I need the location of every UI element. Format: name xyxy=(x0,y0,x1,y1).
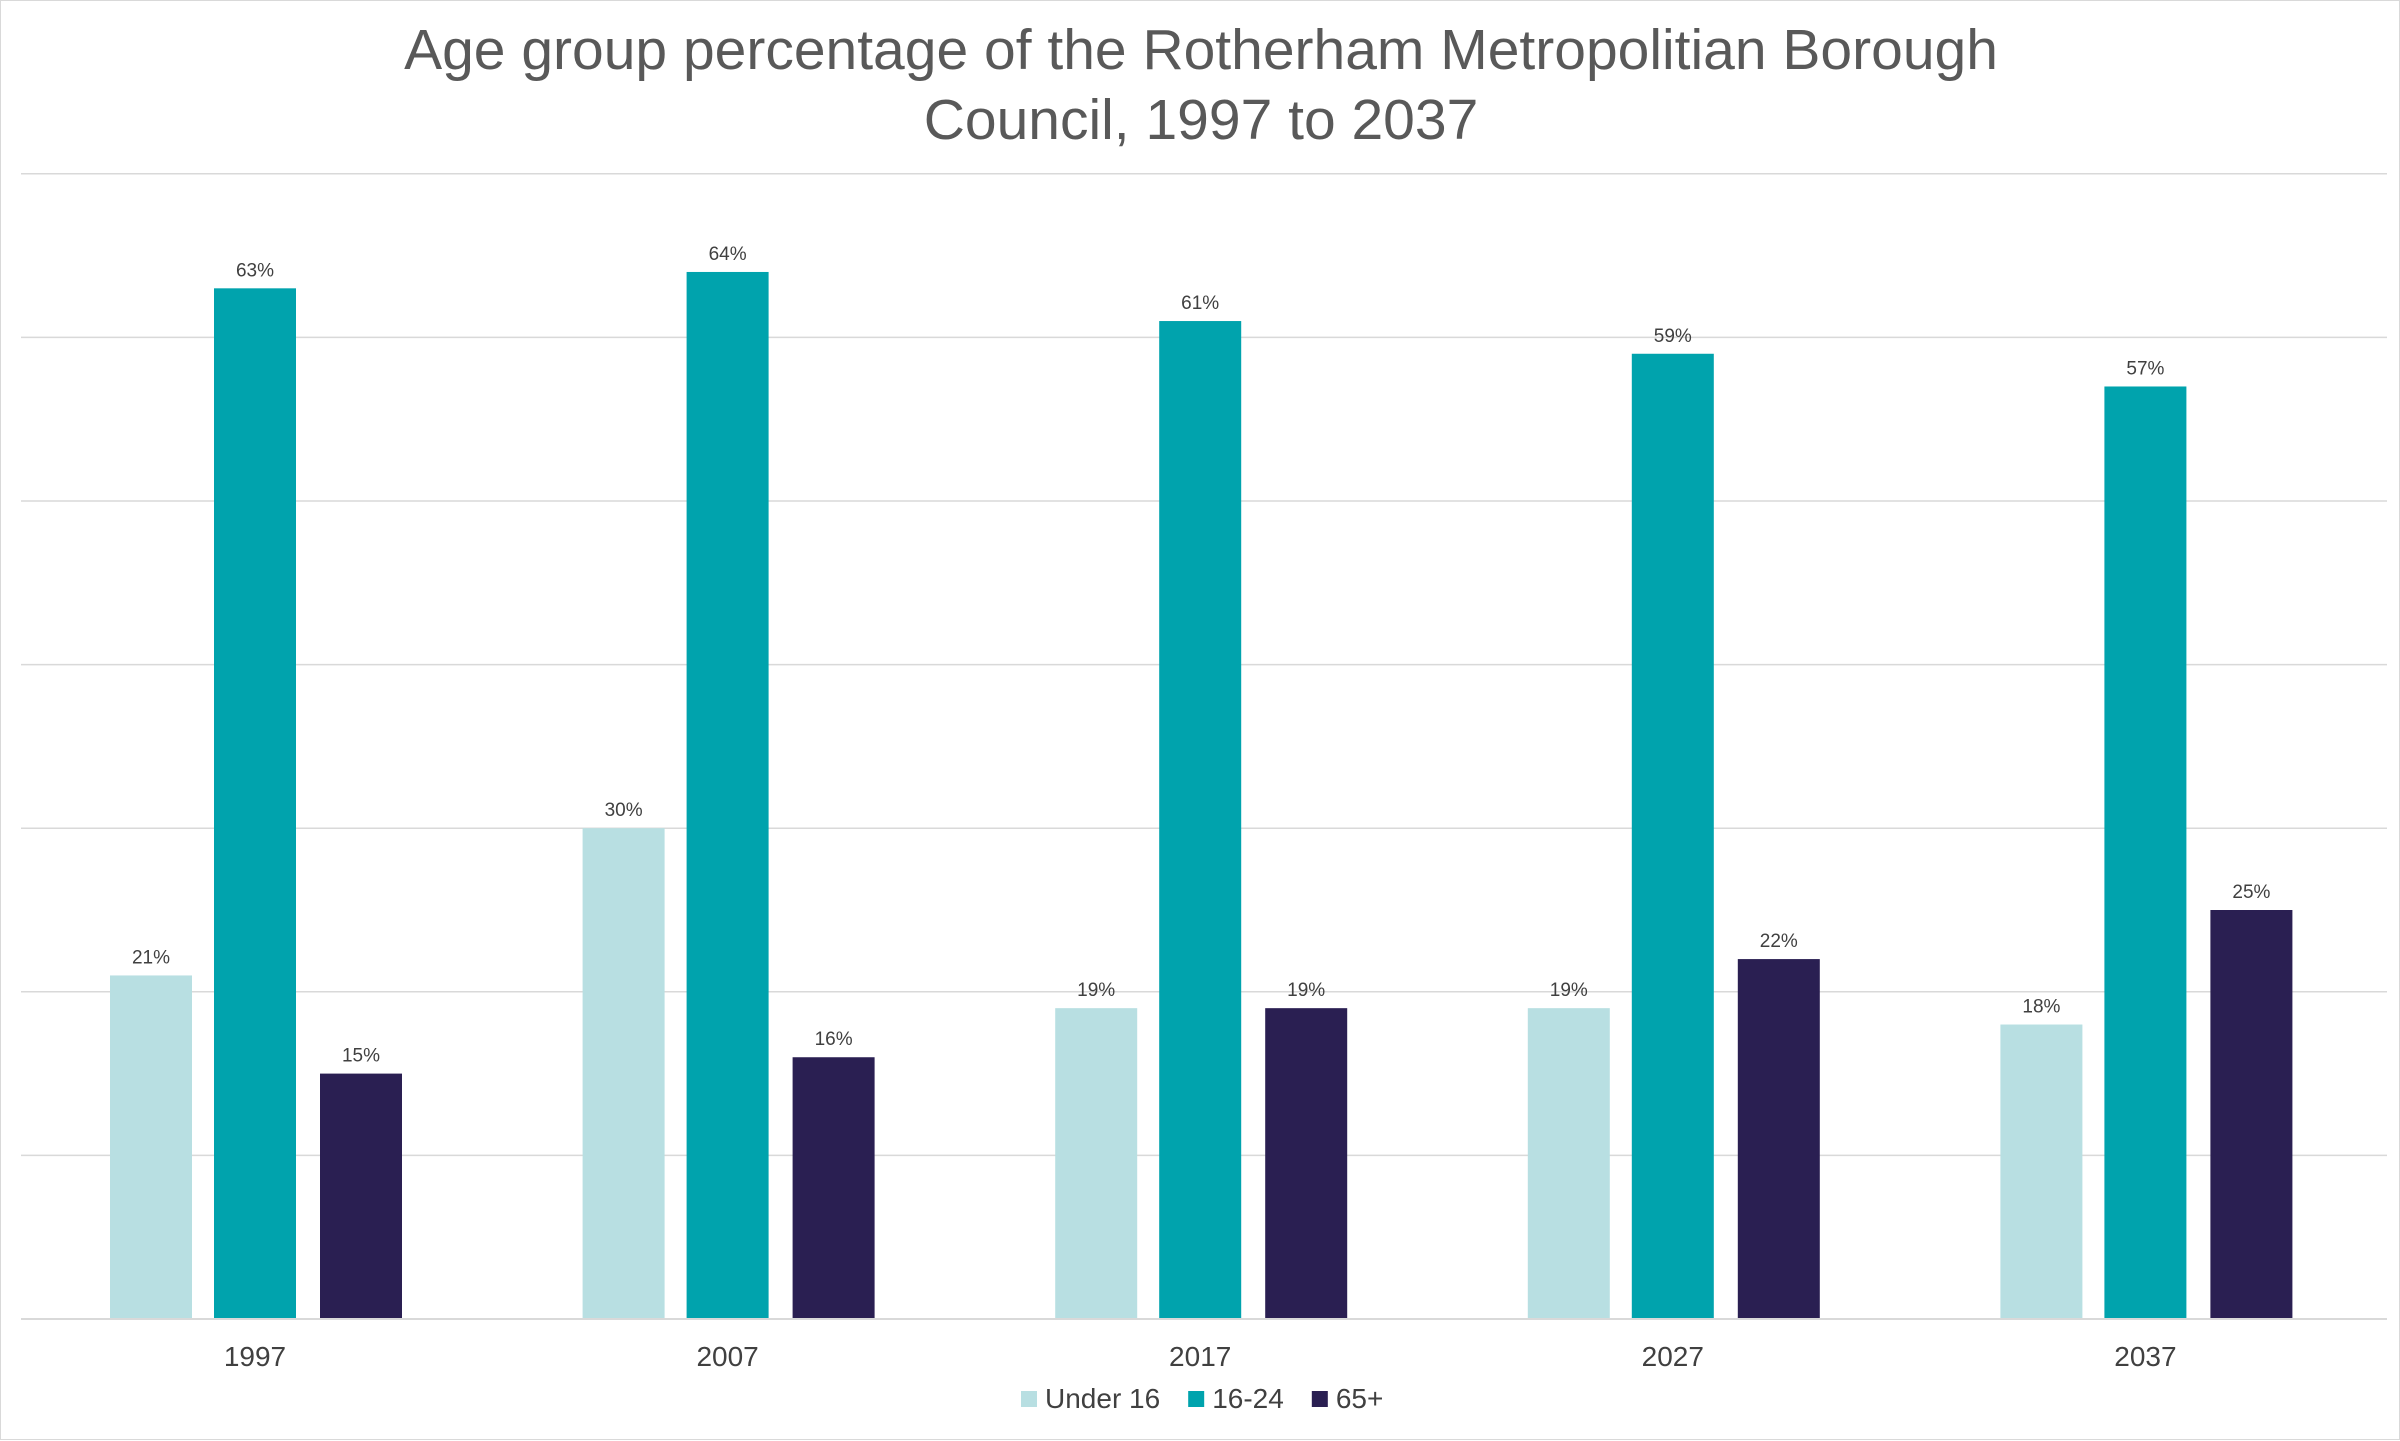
data-label: 25% xyxy=(2232,882,2270,903)
bar-65--2007 xyxy=(792,1057,875,1319)
bar-65--2037 xyxy=(2210,910,2293,1319)
chart-title-line-2: Council, 1997 to 2037 xyxy=(923,88,1479,152)
legend-label: 16-24 xyxy=(1212,1383,1284,1414)
x-tick-label: 2007 xyxy=(696,1341,758,1372)
bar-16-24-2027 xyxy=(1631,353,1714,1319)
legend-swatch xyxy=(1311,1391,1328,1407)
data-label: 61% xyxy=(1181,293,1219,314)
legend-swatch xyxy=(1021,1391,1037,1407)
bar-16-24-1997 xyxy=(214,288,296,1319)
data-label: 64% xyxy=(709,244,747,265)
data-label: 63% xyxy=(236,260,274,281)
data-label: 18% xyxy=(2022,997,2060,1018)
data-label: 19% xyxy=(1550,980,1588,1001)
legend-label: Under 16 xyxy=(1045,1383,1160,1414)
x-tick-label: 1997 xyxy=(224,1341,286,1372)
bar-16-24-2017 xyxy=(1159,321,1242,1319)
bar-65--2017 xyxy=(1265,1008,1348,1319)
data-label: 57% xyxy=(2126,358,2164,379)
bar-65--2027 xyxy=(1737,959,1820,1319)
bar-under-16-1997 xyxy=(110,975,192,1319)
chart-title-line-1: Age group percentage of the Rotherham Me… xyxy=(404,18,1998,82)
data-label: 19% xyxy=(1287,980,1325,1001)
legend: Under 16 16-24 65+ xyxy=(1021,1383,1383,1414)
data-label: 22% xyxy=(1760,931,1798,952)
data-label: 19% xyxy=(1077,980,1115,1001)
x-tick-label: 2037 xyxy=(2114,1341,2176,1372)
legend-label: 65+ xyxy=(1336,1383,1384,1414)
x-tick-label: 2027 xyxy=(1642,1341,1704,1372)
data-label: 16% xyxy=(815,1029,853,1050)
x-axis: 1997 2007 2017 2027 2037 xyxy=(21,1318,2387,1372)
bars xyxy=(110,271,2293,1320)
legend-swatch xyxy=(1188,1391,1205,1407)
bar-under-16-2037 xyxy=(2000,1024,2083,1319)
bar-under-16-2007 xyxy=(582,828,665,1319)
bar-under-16-2027 xyxy=(1527,1008,1610,1319)
data-label: 30% xyxy=(605,800,643,821)
x-tick-label: 2017 xyxy=(1169,1341,1231,1372)
data-labels: 21% 63% 15% 30% 64% 16% 19% 61% 19% 19% 59% 22% 18% 5… xyxy=(132,244,2271,1067)
data-label: 21% xyxy=(132,947,170,968)
bar-under-16-2017 xyxy=(1055,1008,1138,1319)
bar-16-24-2007 xyxy=(686,271,769,1320)
bar-65--1997 xyxy=(320,1073,402,1319)
bar-16-24-2037 xyxy=(2104,386,2187,1320)
data-label: 15% xyxy=(342,1046,380,1067)
chart-title: Age group percentage of the Rotherham Me… xyxy=(201,15,2201,155)
data-label: 59% xyxy=(1654,326,1692,347)
